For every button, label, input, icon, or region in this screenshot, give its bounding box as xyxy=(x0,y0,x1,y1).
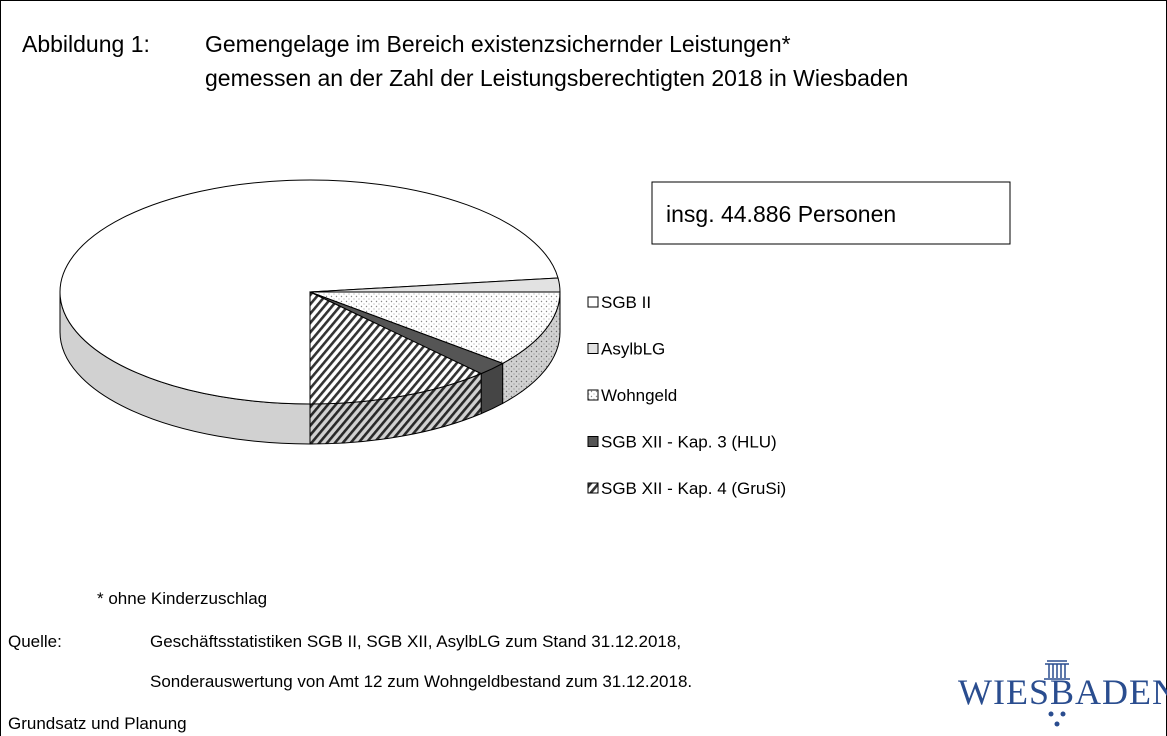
slice-side-shade xyxy=(60,292,310,444)
legend-label: SGB XII - Kap. 3 (HLU) xyxy=(601,433,777,452)
legend: SGB II AsylbLG Wohngeld SGB XII - Kap. 3 (H… xyxy=(587,293,786,498)
source-label: Quelle: xyxy=(8,632,62,651)
logo: WIESBADEN xyxy=(958,672,1167,712)
legend-swatch xyxy=(587,296,599,308)
legend-swatch xyxy=(587,343,599,354)
source-line: Geschäftsstatistiken SGB II, SGB XII, As… xyxy=(150,632,681,651)
slice-side-shade xyxy=(310,373,482,444)
title: gemessen an der Zahl der Leistungsberech… xyxy=(205,65,908,91)
source-line: Sonderauswertung von Amt 12 zum Wohngeld… xyxy=(150,672,692,691)
slice-side-shade xyxy=(502,292,560,404)
title: Gemengelage im Bereich existenzsichernde… xyxy=(205,31,791,57)
pie xyxy=(59,179,561,445)
legend-label: AsylbLG xyxy=(601,340,665,359)
legend-swatch xyxy=(587,436,599,447)
annotation-box xyxy=(651,181,1011,245)
legend-swatch xyxy=(587,482,599,494)
logo-building xyxy=(1044,660,1070,680)
figure-label: Abbildung 1: xyxy=(22,31,150,57)
slice xyxy=(59,179,559,405)
logo-fleurs xyxy=(1048,711,1066,727)
slice xyxy=(309,291,561,364)
footnote: * ohne Kinderzuschlag xyxy=(97,589,267,608)
slice-side-shade xyxy=(481,363,503,414)
department: Grundsatz und Planung xyxy=(8,714,187,733)
slice xyxy=(309,291,483,405)
legend-label: Wohngeld xyxy=(601,386,677,405)
annotation: insg. 44.886 Personen xyxy=(666,201,896,227)
legend-swatch xyxy=(587,389,599,401)
legend-label: SGB II xyxy=(601,293,651,312)
legend-label: SGB XII - Kap. 4 (GruSi) xyxy=(601,479,786,498)
